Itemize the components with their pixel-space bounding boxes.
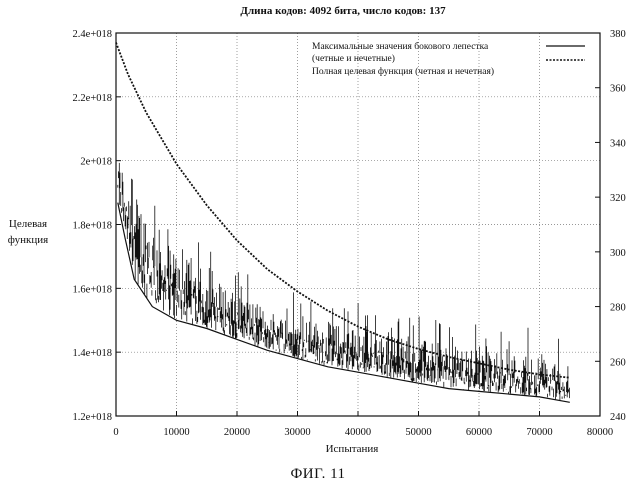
- y-right-tick-label: 280: [610, 303, 626, 314]
- y-left-tick-label: 2e+018: [80, 157, 112, 168]
- y-left-tick-label: 2.2e+018: [73, 93, 112, 104]
- x-tick-label: 80000: [587, 427, 613, 438]
- x-axis-label: Испытания: [326, 443, 379, 455]
- series-sidelobe-max: [118, 163, 570, 402]
- figure-caption: ФИГ. 11: [0, 466, 636, 483]
- x-tick-label: 50000: [405, 427, 431, 438]
- y-right-tick-label: 320: [610, 193, 626, 204]
- legend-label-1: Максимальные значения бокового лепестка: [312, 41, 489, 52]
- y-right-tick-label: 260: [610, 357, 626, 368]
- objective-function-line: [116, 43, 570, 378]
- y-left-tick-label: 1.6e+018: [73, 284, 112, 295]
- legend-label-2: Полная целевая функция (четная и нечетна…: [312, 66, 494, 77]
- y-axis-label: Целевая функция: [8, 218, 48, 246]
- x-tick-label: 30000: [284, 427, 310, 438]
- y-left-tick-label: 1.2e+018: [73, 412, 112, 423]
- y-left-tick-label: 1.8e+018: [73, 221, 112, 232]
- figure: Длина кодов: 4092 бита, число кодов: 137…: [0, 0, 636, 465]
- legend: Максимальные значения бокового лепестка …: [312, 41, 585, 77]
- legend-label-1-cont: (четные и нечетные): [312, 53, 395, 64]
- y-axis-label-line-2: функция: [8, 234, 48, 246]
- y-right-tick-label: 240: [610, 412, 626, 423]
- sidelobe-max-trace: [118, 163, 570, 400]
- x-tick-label: 70000: [526, 427, 552, 438]
- y-right-tick-label: 380: [610, 29, 626, 40]
- chart-title: Длина кодов: 4092 бита, число кодов: 137: [240, 5, 446, 17]
- series-objective-function: [116, 43, 570, 378]
- x-tick-label: 60000: [466, 427, 492, 438]
- x-tick-label: 0: [113, 427, 118, 438]
- y-left-tick-label: 2.4e+018: [73, 29, 112, 40]
- y-right-tick-label: 300: [610, 248, 626, 259]
- y-axis-label-line-1: Целевая: [9, 218, 47, 230]
- y-right-tick-label: 360: [610, 84, 626, 95]
- sidelobe-max-floor: [118, 203, 570, 403]
- x-tick-label: 20000: [224, 427, 250, 438]
- x-tick-label: 10000: [163, 427, 189, 438]
- y-left-tick-label: 1.4e+018: [73, 348, 112, 359]
- x-tick-label: 40000: [345, 427, 371, 438]
- y-right-tick-label: 340: [610, 138, 626, 149]
